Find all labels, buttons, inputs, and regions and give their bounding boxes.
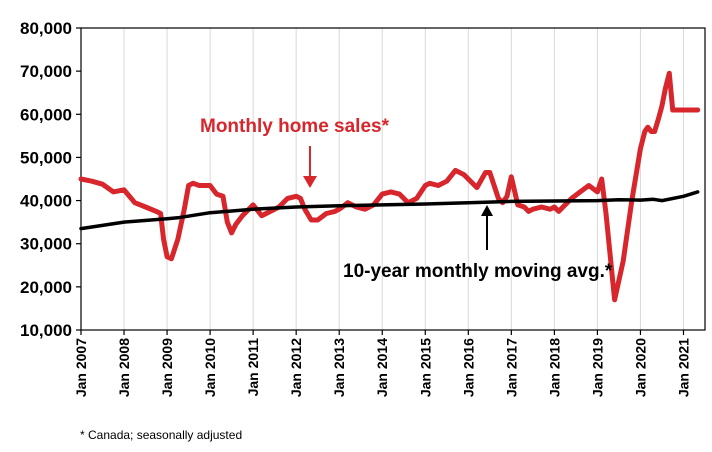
monthly-sales-arrow-head xyxy=(303,176,317,188)
x-tick-label: Jan 2017 xyxy=(503,338,519,397)
y-axis-ticks: 10,000 20,000 30,000 40,000 50,000 60,000 70,0… xyxy=(20,19,81,340)
monthly-sales-label: Monthly home sales* xyxy=(200,116,390,137)
moving-average-line xyxy=(79,190,700,231)
moving-average-arrow-head xyxy=(481,205,493,216)
x-tick-label: Jan 2012 xyxy=(288,338,304,397)
x-tick-label: Jan 2021 xyxy=(675,338,691,397)
x-tick-label: Jan 2013 xyxy=(331,338,347,397)
x-tick-label: Jan 2018 xyxy=(546,338,562,397)
x-tick-label: Jan 2016 xyxy=(460,338,476,397)
x-tick-label: Jan 2011 xyxy=(245,338,261,397)
moving-average-label: 10-year monthly moving avg.* xyxy=(343,261,613,282)
x-tick-label: Jan 2009 xyxy=(159,338,175,397)
x-tick-label: Jan 2007 xyxy=(73,338,89,397)
y-tick-label: 40,000 xyxy=(20,192,72,211)
y-tick-label: 60,000 xyxy=(20,105,72,124)
x-tick-label: Jan 2015 xyxy=(417,338,433,397)
monthly-sales-line xyxy=(78,70,701,303)
y-tick-label: 20,000 xyxy=(20,278,72,297)
series-lines xyxy=(78,70,701,303)
y-tick-label: 30,000 xyxy=(20,235,72,254)
y-tick-label: 10,000 xyxy=(20,321,72,340)
y-tick-label: 50,000 xyxy=(20,148,72,167)
y-tick-label: 80,000 xyxy=(20,19,72,38)
footnote: * Canada; seasonally adjusted xyxy=(80,428,243,442)
x-tick-label: Jan 2014 xyxy=(374,338,390,397)
x-tick-label: Jan 2020 xyxy=(632,338,648,397)
x-tick-label: Jan 2008 xyxy=(116,338,132,397)
x-tick-label: Jan 2010 xyxy=(202,338,218,397)
grid-lines xyxy=(80,28,684,330)
x-axis-ticks: Jan 2007 Jan 2008 Jan 2009 Jan 2010 Jan 2011… xyxy=(73,330,691,397)
x-tick-label: Jan 2019 xyxy=(589,338,605,397)
annotations: Monthly home sales* 10-year monthly movi… xyxy=(200,116,613,282)
y-tick-label: 70,000 xyxy=(20,62,72,81)
